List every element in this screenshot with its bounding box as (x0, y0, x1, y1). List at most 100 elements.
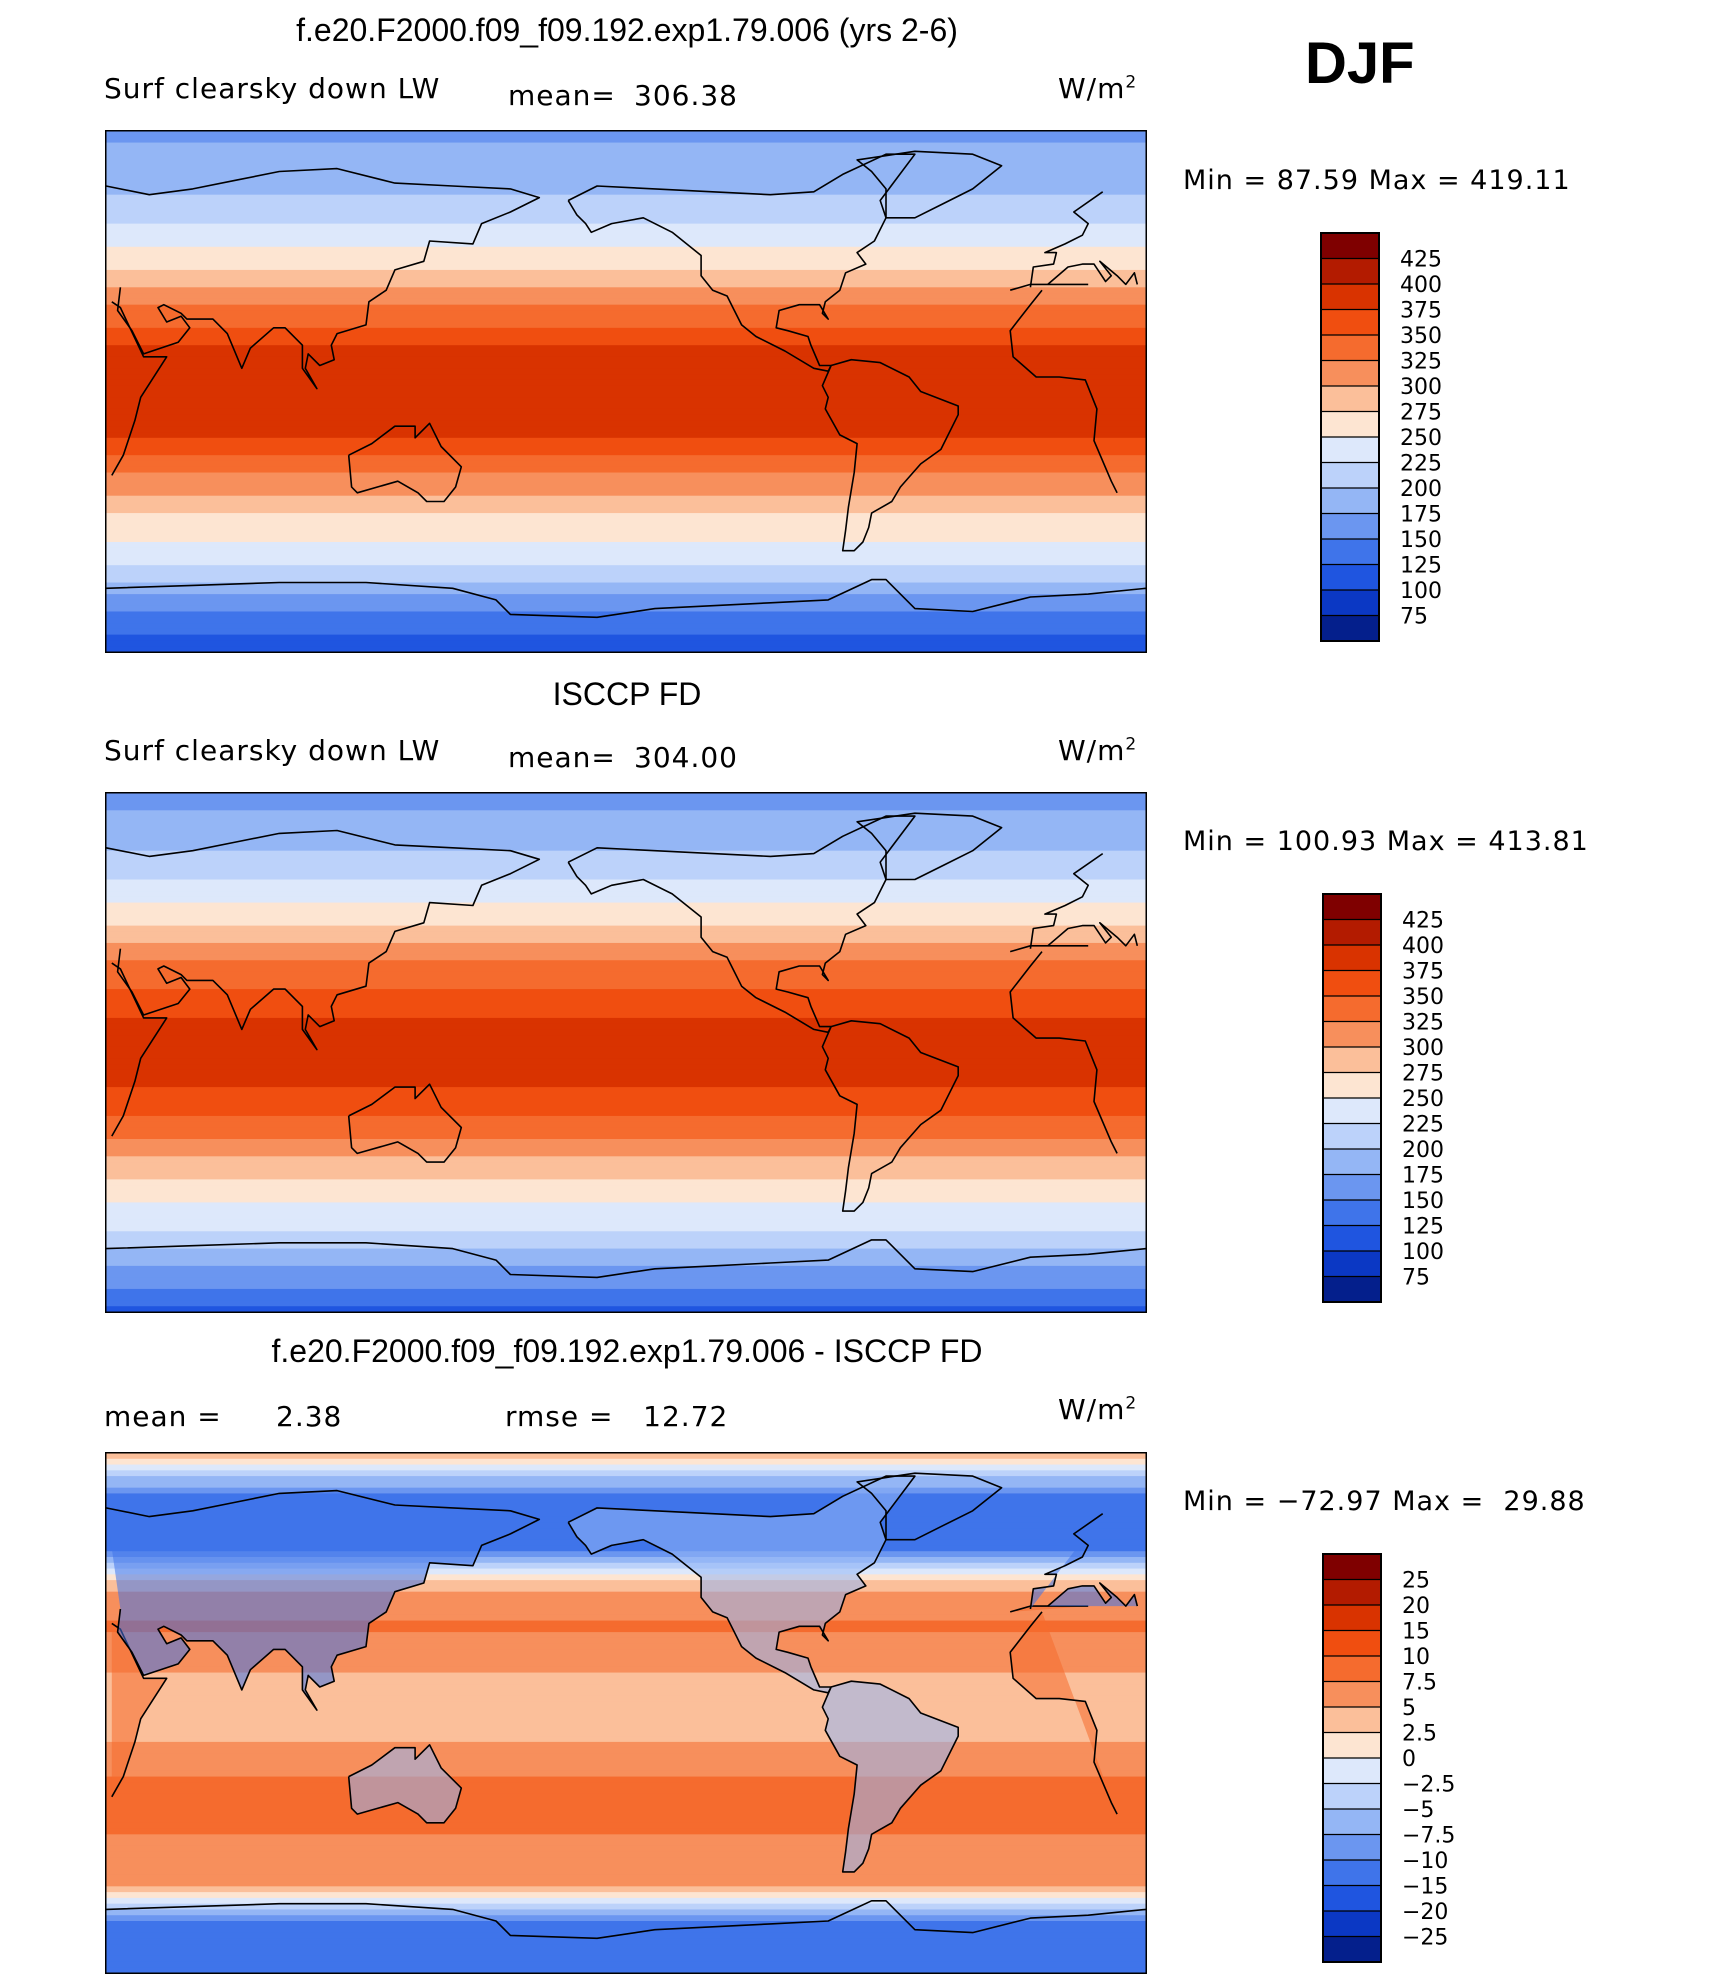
lat-band (106, 1689, 1146, 1697)
colorbar-tick-label: 375 (1402, 960, 1444, 985)
lat-band (106, 1759, 1146, 1766)
lat-band (106, 1265, 1146, 1273)
coastlines (105, 150, 1147, 619)
lat-band (106, 640, 1146, 648)
lat-band (106, 816, 1146, 823)
lat-band (106, 420, 1146, 428)
lat-band (106, 1288, 1146, 1296)
lat-band (106, 977, 1146, 985)
lat-band (106, 576, 1146, 584)
coastline (105, 578, 1147, 619)
colorbar-swatch (1323, 1225, 1381, 1252)
lat-band (106, 908, 1146, 915)
lat-band (106, 646, 1146, 653)
colorbar-tick-label: 275 (1400, 401, 1442, 426)
lat-band (106, 536, 1146, 543)
colorbar-swatch (1323, 1834, 1381, 1861)
coastline (1047, 922, 1139, 947)
lat-band (106, 154, 1146, 161)
lat-band (106, 136, 1146, 144)
colorbar-swatch (1321, 284, 1379, 310)
map-frame (105, 1452, 1147, 1974)
colorbar-swatch (1323, 1200, 1381, 1226)
lat-band (106, 391, 1146, 399)
colorbar-swatch (1321, 564, 1379, 591)
lat-band (106, 1661, 1146, 1668)
lat-band (106, 1741, 1146, 1749)
lat-band (106, 1052, 1146, 1060)
lat-band (106, 171, 1146, 179)
coastline (105, 167, 541, 390)
lat-band (106, 1949, 1146, 1957)
coastline (1009, 951, 1118, 1154)
lat-band (106, 1603, 1146, 1610)
colorbar-swatch (1323, 1072, 1381, 1099)
lat-band (106, 1156, 1146, 1163)
coastline (347, 422, 463, 503)
lat-band (106, 942, 1146, 950)
lat-band (106, 1770, 1146, 1778)
colorbar-swatch (1323, 894, 1381, 920)
lat-band (106, 1944, 1146, 1951)
colorbar-tick-label: 300 (1402, 1036, 1444, 1061)
lat-band (106, 1470, 1146, 1477)
lat-band (106, 460, 1146, 468)
lat-band (106, 833, 1146, 840)
lat-band (106, 1023, 1146, 1031)
lat-band (106, 1012, 1146, 1019)
lat-band (106, 518, 1146, 526)
lat-band (106, 634, 1146, 642)
colorbar-swatch (1323, 945, 1381, 971)
lat-band (106, 1672, 1146, 1680)
lat-band (106, 1545, 1146, 1553)
lat-band (106, 1104, 1146, 1111)
map-field (105, 793, 1147, 1313)
lat-band (106, 1909, 1146, 1917)
lat-band (106, 165, 1146, 173)
colorbar-swatch (1323, 1047, 1381, 1073)
colorbar-swatch (1323, 1149, 1381, 1175)
coastlines (105, 1472, 1147, 1940)
lat-band (106, 1747, 1146, 1755)
coastline (111, 962, 168, 1137)
colorbar-swatch (1321, 386, 1379, 412)
coastline (856, 812, 1003, 881)
colorbar-swatch (1321, 615, 1379, 642)
lat-band (106, 1921, 1146, 1928)
lat-band (106, 1294, 1146, 1302)
lat-band (106, 594, 1146, 601)
coastline (1009, 289, 1118, 494)
panel-1-colorbar: 4254003753503253002752502252001751501251… (1320, 232, 1442, 642)
colorbar-swatch (1323, 1554, 1381, 1580)
land-anomaly (568, 1476, 915, 1693)
lat-band (106, 605, 1146, 613)
lat-band (106, 293, 1146, 300)
panel-2-units: W/m2 (1058, 734, 1137, 767)
lat-band (106, 1574, 1146, 1581)
lat-band (106, 327, 1146, 335)
lat-band (106, 844, 1146, 852)
lat-band (106, 1967, 1146, 1974)
colorbar-tick-label: 250 (1402, 1087, 1444, 1112)
lat-band (106, 1869, 1146, 1876)
lat-band (106, 1655, 1146, 1662)
colorbar-tick-label: 150 (1400, 528, 1442, 553)
lat-band (106, 437, 1146, 445)
lat-band (106, 588, 1146, 595)
lat-band (106, 513, 1146, 520)
coastline (856, 1472, 1003, 1541)
lat-band (106, 1196, 1146, 1204)
lat-band (106, 1202, 1146, 1209)
colorbar-swatch (1321, 539, 1379, 565)
colorbar-tick-label: −7.5 (1402, 1824, 1455, 1849)
lat-band (106, 1718, 1146, 1726)
colorbar-tick-label: 200 (1400, 477, 1442, 502)
colorbar-tick-label: 325 (1402, 1011, 1444, 1036)
lat-band (106, 1277, 1146, 1284)
colorbar-tick-label: 225 (1402, 1113, 1444, 1138)
panel-3-mean-value: 2.38 (276, 1400, 343, 1433)
lat-band (106, 1464, 1146, 1472)
lat-band (106, 1115, 1146, 1123)
lat-band (106, 902, 1146, 910)
lat-band (106, 177, 1146, 184)
